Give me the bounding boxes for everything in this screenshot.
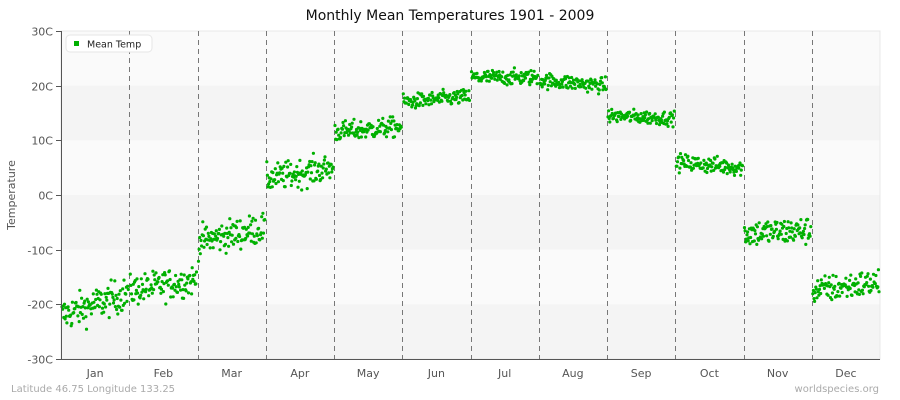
background-bands xyxy=(60,30,881,360)
x-tick-label: May xyxy=(357,367,380,380)
x-tick-label: Aug xyxy=(562,367,583,380)
x-tick-label: Jul xyxy=(497,367,511,380)
y-axis-ticks: 30C 20C 10C 0C -10C -20C -30C xyxy=(27,26,61,367)
x-tick-label: Sep xyxy=(631,367,652,380)
x-tick-label: Jan xyxy=(86,367,104,380)
x-tick-label: Oct xyxy=(700,367,720,380)
data-points xyxy=(60,66,881,331)
y-tick-label: -10C xyxy=(27,245,53,258)
x-tick-label: Jun xyxy=(427,367,445,380)
x-tick-label: Apr xyxy=(290,367,310,380)
legend-box xyxy=(65,34,153,53)
x-tick-label: Feb xyxy=(154,367,173,380)
y-tick-label: 10C xyxy=(31,135,53,148)
y-tick-label: -20C xyxy=(27,299,53,312)
location-label: Latitude 46.75 Longitude 133.25 xyxy=(11,384,176,395)
legend: Mean Temp xyxy=(65,34,153,53)
x-axis-ticks: Jan Feb Mar Apr May Jun Jul Aug Sep Oct Nov Dec xyxy=(86,367,857,380)
legend-label: Mean Temp xyxy=(87,40,141,51)
axes xyxy=(61,31,880,360)
x-tick-label: Mar xyxy=(221,367,242,380)
month-separators xyxy=(129,31,813,359)
y-tick-label: 30C xyxy=(31,26,53,39)
y-tick-label: 0C xyxy=(38,190,53,203)
source-label: worldspecies.org xyxy=(794,384,879,395)
x-tick-label: Nov xyxy=(767,367,789,380)
x-tick-label: Dec xyxy=(835,367,856,380)
y-tick-label: 20C xyxy=(31,81,53,94)
y-tick-label: -30C xyxy=(27,354,53,367)
chart-title: Monthly Mean Temperatures 1901 - 2009 xyxy=(305,8,595,24)
legend-swatch-icon xyxy=(74,41,79,46)
y-axis-label: Temperature xyxy=(5,160,18,231)
